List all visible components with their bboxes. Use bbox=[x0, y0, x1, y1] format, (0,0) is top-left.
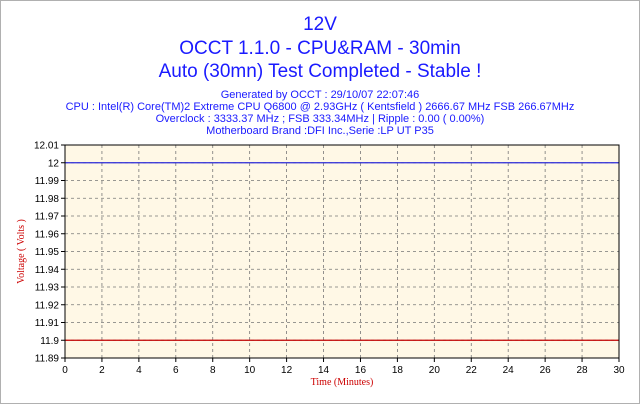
y-tick-label: 11.95 bbox=[35, 247, 60, 258]
chart-title: 12V bbox=[303, 14, 337, 35]
y-tick-label: 11.98 bbox=[35, 194, 60, 205]
y-tick-label: 11.93 bbox=[35, 283, 60, 294]
y-tick-label: 11.92 bbox=[35, 300, 60, 311]
x-tick-label: 2 bbox=[99, 365, 105, 376]
y-tick-label: 11.94 bbox=[35, 265, 60, 276]
y-tick-label: 11.99 bbox=[35, 176, 60, 187]
x-tick-label: 10 bbox=[244, 365, 256, 376]
info-overclock: Overclock : 3333.37 MHz ; FSB 333.34MHz … bbox=[155, 113, 485, 125]
x-tick-label: 28 bbox=[577, 365, 589, 376]
y-tick-label: 11.97 bbox=[35, 212, 60, 223]
info-motherboard: Motherboard Brand :DFI Inc.,Serie :LP UT… bbox=[206, 125, 434, 137]
y-tick-label: 12 bbox=[48, 158, 60, 169]
chart-status: Auto (30mn) Test Completed - Stable ! bbox=[158, 61, 482, 82]
x-tick-label: 8 bbox=[210, 365, 216, 376]
x-tick-label: 0 bbox=[62, 365, 68, 376]
x-axis-title: Time (Minutes) bbox=[311, 377, 374, 388]
series-lines bbox=[65, 162, 619, 341]
x-tick-label: 12 bbox=[281, 365, 293, 376]
y-tick-label: 11.91 bbox=[35, 318, 60, 329]
y-tick-label: 11.96 bbox=[35, 229, 60, 240]
x-tick-label: 24 bbox=[503, 365, 515, 376]
info-cpu: CPU : Intel(R) Core(TM)2 Extreme CPU Q68… bbox=[65, 101, 575, 113]
y-tick-label: 12.01 bbox=[34, 141, 59, 152]
x-tick-label: 6 bbox=[173, 365, 179, 376]
x-tick-label: 22 bbox=[466, 365, 478, 376]
x-tick-label: 18 bbox=[392, 365, 404, 376]
x-tick-labels: 0 2 4 6 8 10 12 14 16 18 20 22 24 26 28 30 bbox=[62, 358, 625, 376]
x-tick-label: 30 bbox=[613, 365, 625, 376]
x-tick-label: 26 bbox=[540, 365, 552, 376]
y-axis-title: Voltage ( Volts ) bbox=[16, 219, 27, 284]
y-tick-labels: 12.01 12 11.99 11.98 11.97 11.96 11.95 11.94 11.… bbox=[34, 141, 65, 365]
y-tick-label: 11.89 bbox=[35, 354, 60, 365]
chart-subtitle: OCCT 1.1.0 - CPU&RAM - 30min bbox=[179, 38, 461, 59]
x-tick-label: 16 bbox=[355, 365, 367, 376]
x-tick-label: 20 bbox=[429, 365, 441, 376]
y-tick-label: 11.9 bbox=[40, 336, 59, 347]
info-generated: Generated by OCCT : 29/10/07 22:07:46 bbox=[220, 89, 420, 101]
x-tick-label: 4 bbox=[136, 365, 142, 376]
x-tick-label: 14 bbox=[318, 365, 330, 376]
